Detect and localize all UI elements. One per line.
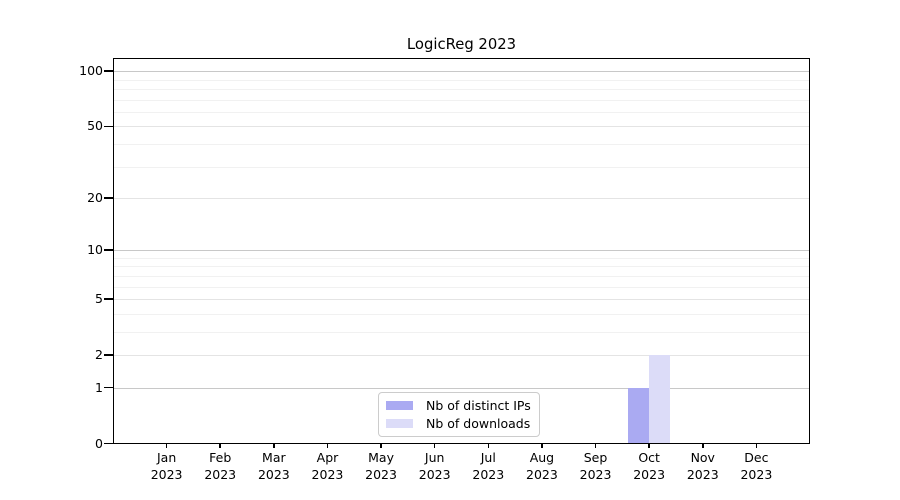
- y-tick-label: 10: [87, 241, 103, 257]
- y-tick-mark: [104, 442, 113, 445]
- x-tick-mark: [380, 443, 382, 448]
- x-tick-label-line: 2023: [418, 466, 451, 482]
- x-tick-mark: [273, 443, 275, 448]
- gridline-minor: [113, 143, 810, 145]
- y-tick-mark: [104, 386, 113, 389]
- x-tick-label: Aug 2023: [526, 450, 558, 483]
- x-tick-label: Mar 2023: [258, 450, 290, 483]
- x-tick-label-line: Jan: [156, 450, 177, 465]
- x-tick-mark: [755, 443, 758, 448]
- legend-item-label: Nb of distinct IPs: [426, 397, 531, 413]
- y-tick-mark: [104, 197, 113, 199]
- x-tick-label: Dec 2023: [740, 450, 772, 483]
- x-tick-mark: [541, 443, 543, 448]
- x-tick-label: Nov 2023: [687, 450, 719, 483]
- x-tick-label-line: Jun: [424, 450, 445, 465]
- x-tick-label-line: 2023: [150, 466, 183, 482]
- gridline-major: [113, 250, 810, 252]
- x-tick-label-line: 2023: [526, 466, 558, 482]
- x-tick-label-line: 2023: [579, 466, 612, 482]
- x-tick-label-line: 2023: [311, 466, 344, 482]
- x-tick-mark: [648, 443, 650, 448]
- x-tick-label-line: Aug: [529, 450, 555, 465]
- x-tick-label-line: 2023: [257, 466, 290, 482]
- x-tick-label-line: Mar: [262, 450, 286, 465]
- y-tick-label: 1: [95, 379, 103, 395]
- gridline-major: [113, 71, 810, 73]
- x-tick-label-line: Feb: [209, 450, 232, 465]
- x-tick-label-line: Sep: [583, 450, 608, 465]
- bar-distinct-ips: [628, 387, 650, 444]
- y-tick-mark: [104, 354, 113, 356]
- legend-swatch: [386, 400, 413, 410]
- y-tick-label: 5: [95, 290, 103, 306]
- x-tick-mark: [326, 443, 329, 448]
- x-tick-label-line: 2023: [740, 466, 773, 482]
- x-tick-label: May 2023: [365, 450, 397, 483]
- plot-area: [113, 58, 810, 444]
- gridline-minor: [113, 313, 810, 315]
- x-tick-label-line: 2023: [365, 466, 397, 482]
- y-tick-mark: [104, 70, 113, 72]
- y-tick-mark: [104, 249, 113, 251]
- gridline-minor: [113, 79, 810, 81]
- x-tick-label-line: 2023: [472, 466, 505, 482]
- legend-item: Nb of distinct IPs: [386, 397, 531, 413]
- x-tick-label-line: Dec: [744, 450, 769, 465]
- x-tick-label-line: 2023: [633, 466, 666, 482]
- x-tick-label-line: Nov: [690, 450, 715, 465]
- gridline-minor: [113, 257, 810, 259]
- y-tick-label: 100: [79, 63, 103, 79]
- x-tick-label-line: Jul: [480, 450, 496, 465]
- y-tick-label: 50: [87, 118, 103, 134]
- x-tick-label-line: May: [368, 450, 394, 465]
- x-tick-label-line: Oct: [638, 450, 660, 465]
- gridline-mid: [113, 298, 810, 300]
- x-tick-label: Apr 2023: [312, 450, 344, 483]
- gridline-minor: [113, 266, 810, 268]
- x-tick-label: Jan 2023: [151, 450, 183, 483]
- x-tick-mark: [487, 443, 490, 448]
- legend-item-label: Nb of downloads: [426, 415, 531, 431]
- gridline-minor: [113, 166, 810, 168]
- legend-item: Nb of downloads: [386, 415, 531, 431]
- x-tick-mark: [219, 443, 221, 448]
- x-tick-mark: [594, 443, 597, 448]
- y-tick-mark: [104, 298, 113, 300]
- bar-downloads: [649, 354, 671, 444]
- chart-title: LogicReg 2023: [406, 36, 517, 53]
- x-tick-label: Oct 2023: [633, 450, 665, 483]
- gridline-major: [113, 387, 810, 389]
- x-tick-mark: [433, 443, 436, 448]
- gridline-minor: [113, 111, 810, 113]
- gridline-mid: [113, 126, 810, 128]
- x-tick-label-line: Apr: [316, 450, 339, 465]
- gridline-minor: [113, 89, 810, 91]
- gridline-minor: [113, 286, 810, 288]
- x-tick-mark: [165, 443, 168, 448]
- x-tick-mark: [702, 443, 704, 448]
- gridline-mid: [113, 197, 810, 199]
- y-tick-label: 20: [87, 189, 103, 205]
- x-tick-label-line: 2023: [686, 466, 719, 482]
- gridline-minor: [113, 99, 810, 101]
- y-tick-mark: [104, 125, 113, 128]
- x-tick-label: Jun 2023: [419, 450, 451, 483]
- gridline-minor: [113, 331, 810, 333]
- x-tick-label-line: 2023: [204, 466, 237, 482]
- gridline-minor: [113, 275, 810, 277]
- x-tick-label: Sep 2023: [580, 450, 612, 483]
- gridline-mid: [113, 354, 810, 356]
- y-tick-label: 2: [95, 346, 103, 362]
- legend: Nb of distinct IPs Nb of downloads: [378, 392, 540, 437]
- y-tick-label: 0: [95, 435, 103, 451]
- x-tick-label: Jul 2023: [472, 450, 504, 483]
- x-tick-label: Feb 2023: [204, 450, 236, 483]
- legend-swatch: [386, 418, 413, 428]
